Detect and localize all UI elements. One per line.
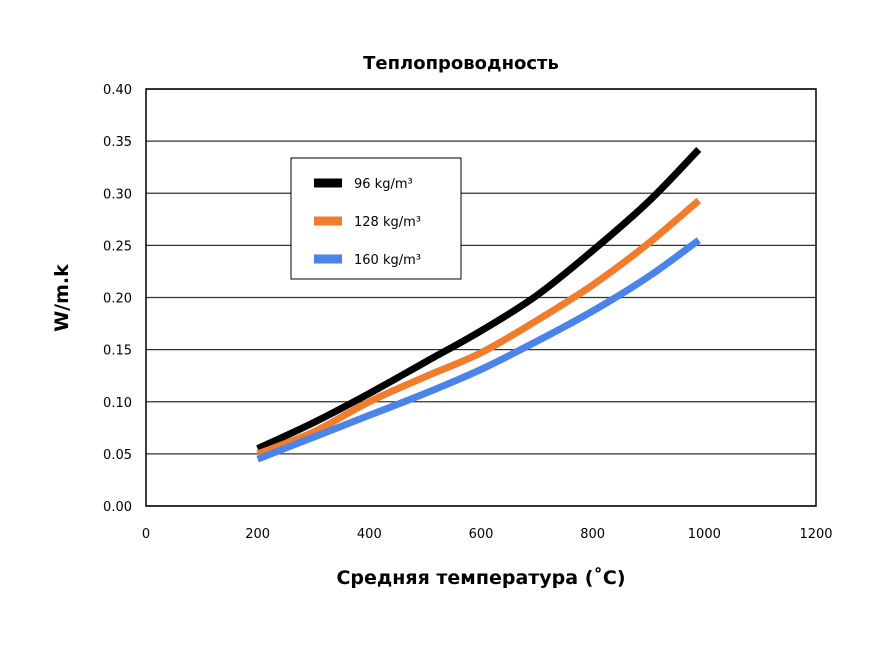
y-tick-label: 0.05 bbox=[103, 448, 132, 463]
y-axis-label: W/m.k bbox=[51, 264, 73, 332]
gridlines bbox=[146, 88, 816, 507]
series-line-1 bbox=[256, 197, 702, 458]
x-tick-label: 800 bbox=[580, 527, 605, 542]
y-tick-label: 0.25 bbox=[103, 239, 132, 254]
x-tick-label: 600 bbox=[469, 527, 494, 542]
y-tick-label: 0.35 bbox=[103, 135, 132, 150]
series-line-2 bbox=[256, 237, 701, 463]
series-line-0 bbox=[256, 147, 702, 452]
legend-label: 128 kg/m³ bbox=[354, 215, 421, 230]
y-tick-label: 0.30 bbox=[103, 187, 132, 202]
x-tick-label: 0 bbox=[142, 527, 150, 542]
x-tick-labels: 0 200 400 600 800 1000 1200 bbox=[142, 527, 833, 542]
y-tick-label: 0.40 bbox=[103, 83, 132, 98]
x-tick-label: 400 bbox=[357, 527, 382, 542]
y-tick-labels: 0.00 0.05 0.10 0.15 0.20 0.25 0.30 0.35 0.40 bbox=[103, 83, 132, 515]
legend-label: 96 kg/m³ bbox=[354, 177, 413, 192]
x-tick-label: 1000 bbox=[688, 527, 721, 542]
y-tick-label: 0.20 bbox=[103, 292, 132, 307]
series-lines bbox=[256, 147, 702, 463]
y-tick-label: 0.15 bbox=[103, 344, 132, 359]
y-tick-label: 0.10 bbox=[103, 396, 132, 411]
chart-title: Теплопроводность bbox=[363, 53, 559, 74]
x-axis-label: Средняя температура (˚C) bbox=[336, 566, 625, 589]
x-tick-label: 1200 bbox=[799, 527, 832, 542]
legend-label: 160 kg/m³ bbox=[354, 253, 421, 268]
legend: 96 kg/m³ 128 kg/m³ 160 kg/m³ bbox=[290, 157, 462, 280]
x-tick-label: 200 bbox=[245, 527, 270, 542]
plot-frame bbox=[145, 88, 817, 507]
y-tick-label: 0.00 bbox=[103, 500, 132, 515]
